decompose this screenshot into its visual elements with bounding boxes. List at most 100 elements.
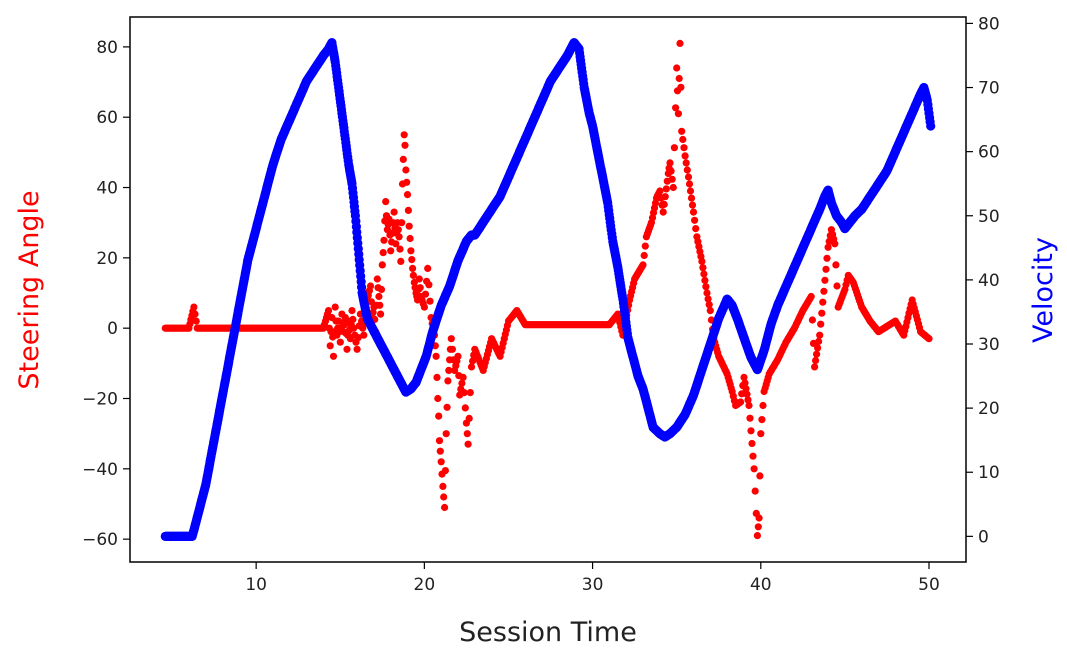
steering-point-663 xyxy=(820,287,828,295)
steering-point-255 xyxy=(405,222,413,230)
steering-point-317 xyxy=(464,440,472,448)
steering-point-242 xyxy=(394,226,402,234)
steering-point-520 xyxy=(672,104,680,112)
steering-point-660 xyxy=(817,320,825,328)
steering-point-212 xyxy=(369,308,377,316)
right-y-axis-ticks: 0 10 20 30 40 50 60 70 80 xyxy=(966,14,1000,547)
steering-point-490 xyxy=(640,251,648,260)
steering-point-592 xyxy=(746,414,754,422)
steering-point-519 xyxy=(670,144,679,152)
steering-point-166 xyxy=(326,342,334,350)
left-y-tick-label-20: 20 xyxy=(96,249,118,269)
right-y-tick-label-10: 10 xyxy=(978,463,1000,483)
steering-point-178 xyxy=(336,338,344,346)
steering-point-505 xyxy=(656,187,664,195)
steering-point-297 xyxy=(444,377,452,385)
left-y-tick-label-60: 60 xyxy=(96,108,118,128)
steering-point-596 xyxy=(750,465,758,473)
steering-point-538 xyxy=(689,208,698,216)
steering-point-31 xyxy=(192,317,200,325)
steering-point-526 xyxy=(677,83,685,91)
steering-point-525 xyxy=(676,39,684,48)
x-tick-label-10: 10 xyxy=(245,575,267,595)
steering-point-248 xyxy=(399,155,407,163)
steering-point-548 xyxy=(700,270,708,278)
right-y-tick-label-0: 0 xyxy=(978,527,989,547)
steering-point-589 xyxy=(743,390,751,398)
steering-point-657 xyxy=(814,344,822,352)
steering-point-293 xyxy=(441,503,449,512)
steering-point-675 xyxy=(833,282,841,290)
left-y-tick-label-40: 40 xyxy=(96,179,118,199)
steering-point-257 xyxy=(407,247,415,255)
steering-point-192 xyxy=(348,307,356,315)
steering-point-537 xyxy=(688,201,697,209)
steering-point-651 xyxy=(807,292,815,301)
steering-point-491 xyxy=(641,242,649,250)
steering-point-666 xyxy=(823,254,831,262)
steering-point-193 xyxy=(349,315,357,323)
steering-point-535 xyxy=(686,187,695,195)
steering-point-656 xyxy=(813,350,821,358)
steering-point-268 xyxy=(416,284,424,292)
steering-point-515 xyxy=(666,159,674,167)
steering-point-550 xyxy=(702,283,710,291)
steering-point-244 xyxy=(396,245,404,253)
right-y-axis-title: Velocity xyxy=(1028,237,1059,343)
steering-point-223 xyxy=(378,261,386,269)
steering-point-605 xyxy=(759,401,767,410)
steering-point-275 xyxy=(424,264,432,272)
steering-point-313 xyxy=(460,389,468,397)
steering-point-237 xyxy=(390,208,398,216)
steering-point-602 xyxy=(756,472,764,480)
right-y-tick-label-80: 80 xyxy=(978,14,1000,34)
steering-point-521 xyxy=(673,64,681,72)
steering-point-316 xyxy=(463,430,471,438)
steering-point-549 xyxy=(701,276,709,284)
steering-point-219 xyxy=(375,292,383,301)
steering-point-272 xyxy=(420,303,428,311)
steering-point-203 xyxy=(360,331,368,339)
steering-point-599 xyxy=(753,532,762,540)
steering-point-528 xyxy=(679,135,687,144)
left-y-tick-label--20: −20 xyxy=(82,390,118,410)
steering-point-233 xyxy=(387,247,395,255)
steering-point-508 xyxy=(659,208,667,216)
steering-point-298 xyxy=(445,366,453,374)
steering-point-584 xyxy=(738,390,746,398)
steering-point-246 xyxy=(398,219,406,227)
steering-point-259 xyxy=(409,264,417,272)
steering-point-291 xyxy=(439,482,447,490)
steering-point-509 xyxy=(660,200,668,208)
steering-point-225 xyxy=(380,236,388,244)
steering-point-267 xyxy=(415,275,423,283)
left-y-tick-label-0: 0 xyxy=(107,319,118,339)
steering-point-527 xyxy=(678,127,686,135)
steering-point-588 xyxy=(742,385,750,393)
steering-point-552 xyxy=(704,295,712,303)
steering-point-283 xyxy=(432,352,440,360)
steering-point-198 xyxy=(354,334,362,342)
steering-point-590 xyxy=(744,396,752,404)
steering-point-536 xyxy=(687,194,696,202)
steering-point-511 xyxy=(662,185,670,193)
left-y-axis-title: Steering Angle xyxy=(14,190,45,389)
steering-point-170 xyxy=(329,352,338,360)
steering-point-601 xyxy=(755,514,763,522)
steering-point-597 xyxy=(751,487,759,495)
steering-point-539 xyxy=(691,216,699,224)
x-axis-title: Session Time xyxy=(459,617,637,648)
steering-point-222 xyxy=(377,285,386,294)
steering-point-285 xyxy=(434,394,442,403)
x-tick-label-20: 20 xyxy=(414,575,436,595)
steering-point-553 xyxy=(705,301,713,309)
steering-point-295 xyxy=(442,430,450,438)
steering-point-530 xyxy=(681,152,689,160)
steering-point-197 xyxy=(353,345,361,353)
steering-point-224 xyxy=(379,249,387,257)
steering-point-250 xyxy=(401,141,409,149)
steering-point-221 xyxy=(377,310,385,318)
steering-point-318 xyxy=(465,414,473,422)
steering-point-273 xyxy=(421,290,430,298)
